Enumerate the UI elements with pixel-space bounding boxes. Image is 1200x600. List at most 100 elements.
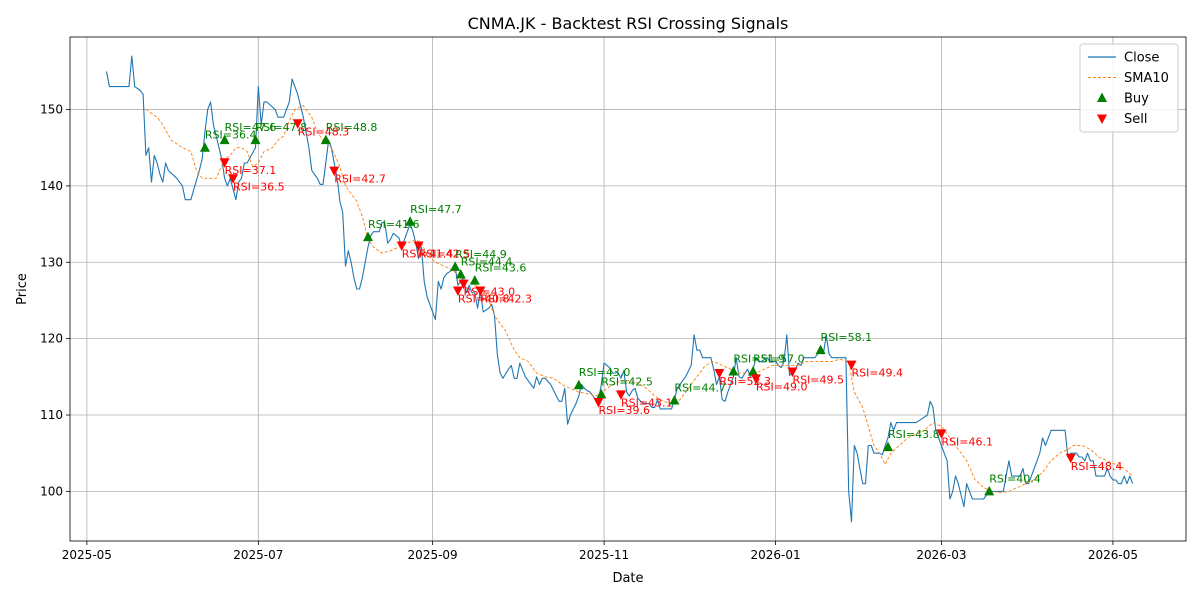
legend-label: Buy: [1124, 92, 1149, 107]
x-axis-ticks: 2025-05 2025-07 2025-09 2025-11 2026-01 2026-…: [62, 541, 1138, 562]
sell-marker: [750, 374, 761, 384]
sell-marker: [292, 119, 303, 129]
buy-annotation: RSI=40.4: [989, 472, 1041, 485]
buy-marker: [405, 216, 416, 226]
y-tick-label: 110: [40, 408, 63, 422]
sell-annotation: RSI=42.3: [480, 293, 532, 306]
sell-marker: [452, 286, 463, 297]
legend-label: Close: [1124, 51, 1159, 66]
buy-marker: [573, 379, 584, 390]
buy-marker: [748, 365, 759, 376]
x-tick-label: 2025-05: [62, 548, 112, 562]
y-axis-label: Price: [15, 273, 30, 305]
sell-marker: [228, 174, 239, 184]
y-tick-label: 100: [40, 484, 63, 498]
legend-label: SMA10: [1124, 71, 1169, 86]
sell-marker: [413, 241, 424, 251]
sell-marker: [615, 390, 626, 400]
buy-marker: [455, 268, 466, 279]
y-tick-label: 140: [40, 179, 63, 193]
sell-annotation: RSI=46.1: [941, 435, 993, 448]
sell-marker: [936, 429, 947, 439]
legend-box: [1079, 43, 1179, 133]
sell-annotation: RSI=49.0: [756, 380, 808, 393]
sell-marker: [475, 286, 486, 297]
y-tick-label: 120: [40, 332, 63, 346]
buy-annotation: RSI=57.0: [753, 352, 805, 365]
y-tick-label: 130: [40, 255, 63, 269]
series-layer: [105, 55, 1134, 523]
sell-marker: [787, 367, 798, 377]
buy-annotation: RSI=43.0: [579, 366, 631, 379]
buy-marker: [219, 134, 230, 145]
legend-sell-swatch: [1097, 114, 1107, 124]
sell-marker: [458, 279, 469, 290]
sell-marker: [1065, 453, 1076, 464]
plot-frame: [69, 36, 1187, 542]
sell-marker: [714, 369, 725, 379]
x-axis-label: Date: [612, 571, 643, 586]
x-tick-label: 2026-01: [751, 548, 801, 562]
sell-annotation: RSI=49.5: [792, 373, 844, 386]
buy-marker: [362, 231, 373, 242]
buy-marker: [596, 388, 607, 399]
buy-marker: [469, 275, 480, 285]
sell-annotation: RSI=42.5: [419, 247, 471, 260]
sell-annotation: RSI=42.7: [334, 173, 386, 186]
buy-marker: [450, 261, 461, 271]
x-tick-label: 2026-03: [916, 548, 966, 562]
sell-annotation: RSI=41.4: [402, 247, 454, 260]
buy-marker: [199, 142, 210, 152]
sell-annotation: RSI=48.4: [1071, 460, 1123, 473]
sell-marker: [846, 360, 857, 371]
buy-annotation: RSI=43.6: [475, 262, 527, 275]
sell-annotation: RSI=48.3: [298, 125, 350, 138]
sell-marker: [329, 166, 340, 177]
legend-label: Sell: [1124, 112, 1147, 127]
buy-marker: [320, 134, 331, 145]
grid-lines: [70, 37, 1186, 541]
buy-annotation: RSI=36.4: [205, 129, 257, 142]
x-tick-label: 2025-11: [579, 548, 629, 562]
y-axis-ticks: 100 110 120 130 140 150: [40, 103, 70, 498]
buy-marker: [728, 365, 739, 376]
sell-annotation: RSI=36.5: [233, 180, 285, 193]
buy-marker: [815, 344, 826, 355]
legend: Close SMA10 Buy Sell: [1079, 43, 1179, 133]
buy-annotation: RSI=44.7: [674, 381, 726, 394]
series-sma10: [145, 105, 1133, 494]
sell-annotation: RSI=43.1: [621, 396, 673, 409]
buy-marker: [669, 394, 680, 405]
buy-annotation: RSI=47.8: [256, 121, 308, 134]
sell-marker: [219, 158, 230, 168]
buy-marker: [250, 134, 261, 145]
buy-marker: [984, 485, 995, 496]
buy-annotation: RSI=41.6: [368, 218, 420, 231]
buy-annotation: RSI=43.8: [888, 428, 940, 441]
buy-marker: [883, 441, 894, 452]
series-close: [105, 55, 1134, 523]
sell-marker: [396, 241, 407, 251]
sell-annotation: RSI=49.4: [851, 367, 903, 380]
x-tick-label: 2025-09: [408, 548, 458, 562]
sell-annotation: RSI=39.6: [598, 404, 650, 417]
chart-title: CNMA.JK - Backtest RSI Crossing Signals: [468, 14, 789, 33]
buy-annotation: RSI=58.1: [821, 331, 873, 344]
sell-annotation: RSI=37.1: [225, 164, 277, 177]
buy-annotation: RSI=47.6: [225, 121, 277, 134]
legend-buy-swatch: [1097, 92, 1107, 102]
sell-annotation: RSI=40.8: [458, 293, 510, 306]
buy-annotation: RSI=44.4: [461, 255, 513, 268]
buy-annotation: RSI=48.8: [326, 121, 378, 134]
buy-annotation: RSI=44.9: [455, 248, 507, 261]
sell-annotation: RSI=43.0: [464, 286, 516, 299]
y-tick-label: 150: [40, 103, 63, 117]
sell-marker: [593, 398, 604, 408]
buy-annotation: RSI=51.9: [733, 352, 785, 365]
x-tick-label: 2026-05: [1088, 548, 1138, 562]
x-tick-label: 2025-07: [233, 548, 283, 562]
buy-annotation: RSI=47.7: [410, 203, 462, 216]
buy-annotation: RSI=42.5: [601, 375, 653, 388]
